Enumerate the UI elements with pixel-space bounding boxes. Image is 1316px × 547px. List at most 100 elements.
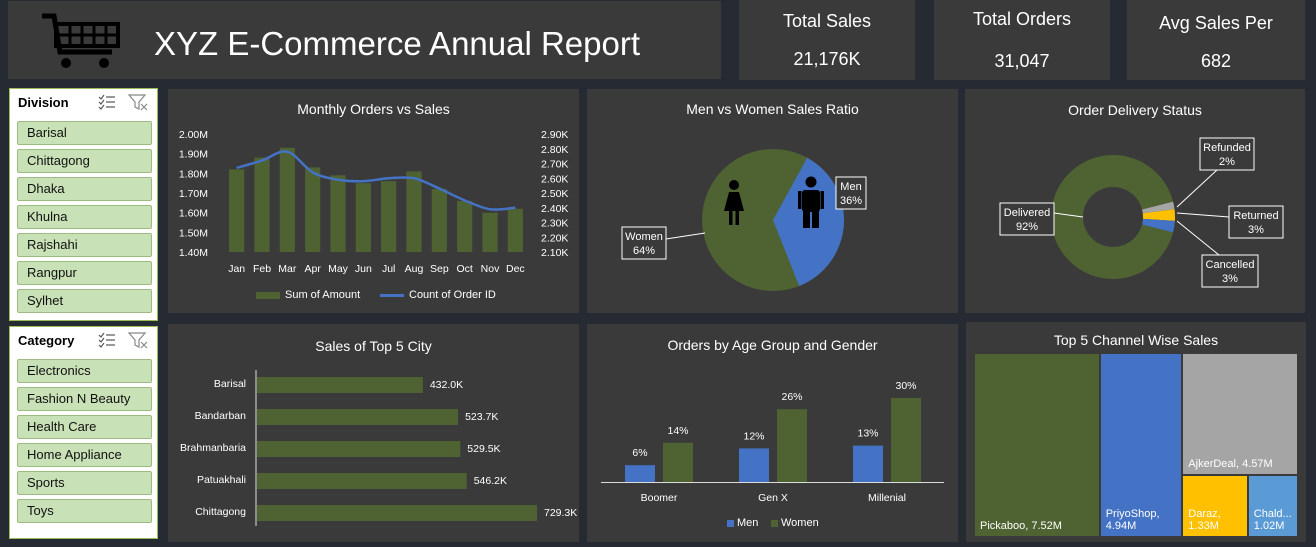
legend-swatch	[380, 293, 404, 297]
y-right-tick-label: 2.40K	[541, 203, 568, 215]
age-gender-chart: 6% 14% Boomer 12% 26% Gen X 13% 30% Millenial	[601, 380, 944, 504]
slicer-item-sports[interactable]: Sports	[17, 471, 152, 495]
woman-icon	[724, 180, 744, 225]
kpi-value: 682	[1200, 51, 1232, 71]
treemap-label: Chald... 1.02M	[1253, 507, 1292, 532]
clear-filter-icon[interactable]	[127, 94, 148, 111]
city-bar	[257, 505, 537, 521]
cancelled-callout-box	[1201, 254, 1259, 288]
cancelled-callout-leader	[1176, 220, 1220, 256]
delivered-callout-text: 92%	[1016, 221, 1038, 233]
treemap-cell-daraz: Daraz, 1.33M	[1183, 475, 1247, 536]
city-value-label: 529.5K	[467, 443, 500, 455]
man-icon-leg	[803, 211, 810, 228]
sales-bar	[305, 167, 321, 252]
legend-sum-amount: Sum of Amount	[256, 289, 360, 301]
report-title: XYZ E-Commerce Annual Report	[154, 25, 641, 62]
man-icon-arm	[798, 191, 802, 209]
cancelled-callout-text: 3%	[1222, 273, 1238, 285]
gender-ratio-chart: Men 36% Women 64%	[621, 149, 867, 291]
slicer-item-home-appliance[interactable]: Home Appliance	[17, 443, 152, 467]
city-value-label: 523.7K	[465, 411, 498, 423]
channel-sales-chart-panel: Top 5 Channel Wise Sales Pickaboo, 7.52M…	[966, 322, 1306, 542]
slicer-item-health-care[interactable]: Health Care	[17, 415, 152, 439]
delivered-callout-leader	[1053, 212, 1084, 218]
men-bar	[625, 465, 655, 482]
treemap-label: AjkerDeal, 4.57M	[1188, 457, 1273, 470]
sales-bar	[482, 212, 498, 252]
legend-label: Men	[737, 517, 759, 529]
slicer-item-barisal[interactable]: Barisal	[17, 121, 152, 145]
men-value-label: 6%	[632, 447, 647, 459]
slicer-item-chittagong[interactable]: Chittagong	[17, 149, 152, 173]
legend-label: Sum of Amount	[285, 289, 361, 301]
city-value-label: 729.3K	[544, 507, 577, 519]
y-right-tick-label: 2.90K	[541, 129, 568, 141]
refunded-callout-leader	[1176, 169, 1218, 208]
chart-title: Sales of Top 5 City	[315, 338, 432, 354]
treemap-cell-ajkerdeal: AjkerDeal, 4.57M	[1183, 354, 1297, 474]
city-sales-chart-panel: Sales of Top 5 City Barisal 432.0K Bandarb…	[168, 324, 579, 542]
x-tick-label: Mar	[278, 263, 297, 275]
women-bar	[663, 442, 693, 482]
treemap-cell-chaldal: Chald... 1.02M	[1248, 475, 1297, 536]
multi-select-icon[interactable]	[98, 332, 115, 348]
y-left-tick-label: 1.70M	[179, 188, 208, 200]
returned-callout-box	[1228, 205, 1284, 239]
sales-bar	[381, 181, 397, 252]
y-right-tick-label: 2.70K	[541, 159, 568, 171]
slicer-item-sylhet[interactable]: Sylhet	[17, 289, 152, 313]
y-right-tick-label: 2.20K	[541, 232, 568, 244]
header-panel: XYZ E-Commerce Annual Report	[8, 1, 721, 79]
returned-callout-leader	[1176, 212, 1230, 218]
clear-filter-icon[interactable]	[127, 332, 148, 349]
monthly-orders-chart: 2.00M 1.90M 1.80M 1.70M 1.60M 1.50M 1.40M 2.90K…	[179, 129, 569, 275]
kpi-value: 21,176K	[793, 49, 861, 69]
kpi-total-orders: Total Orders 31,047	[934, 0, 1110, 80]
legend-women: Women	[771, 517, 819, 529]
legend-label: Count of Order ID	[409, 289, 496, 301]
y-left-tick-label: 1.60M	[179, 208, 208, 220]
women-callout-text: Women	[625, 231, 663, 243]
city-label: Bandarban	[195, 410, 247, 422]
refunded-callout-text: Refunded	[1203, 142, 1251, 154]
y-left-tick-label: 1.80M	[179, 168, 208, 180]
slicer-item-khulna[interactable]: Khulna	[17, 205, 152, 229]
age-group-label: Millenial	[868, 492, 906, 504]
men-value-label: 13%	[857, 428, 878, 440]
y-right-tick-label: 2.80K	[541, 144, 568, 156]
x-tick-label: Sep	[430, 263, 449, 275]
slicer-item-electronics[interactable]: Electronics	[17, 359, 152, 383]
x-tick-label: Oct	[456, 263, 472, 275]
x-tick-label: Jul	[382, 263, 395, 275]
gender-ratio-chart-panel: Men vs Women Sales Ratio Men 36% Women 64%	[587, 89, 958, 313]
y-right-tick-label: 2.10K	[541, 247, 568, 259]
y-left-tick-label: 1.40M	[179, 247, 208, 259]
age-group-label: Boomer	[641, 492, 678, 504]
returned-callout-text: 3%	[1248, 224, 1264, 236]
x-tick-label: Jun	[355, 263, 372, 275]
slicer-item-dhaka[interactable]: Dhaka	[17, 177, 152, 201]
women-callout-box	[621, 226, 667, 260]
city-value-label: 432.0K	[430, 379, 463, 391]
legend-label: Women	[781, 517, 819, 529]
city-bar	[257, 409, 459, 425]
woman-icon-leg	[735, 211, 739, 225]
slicer-item-toys[interactable]: Toys	[17, 499, 152, 523]
slicer-item-rangpur[interactable]: Rangpur	[17, 261, 152, 285]
donut-slice-cancelled	[1142, 218, 1175, 233]
sales-bar	[406, 171, 422, 252]
slicer-item-rajshahi[interactable]: Rajshahi	[17, 233, 152, 257]
city-bar	[257, 441, 461, 457]
multi-select-icon[interactable]	[98, 94, 115, 110]
legend-swatch	[256, 291, 280, 299]
delivery-status-chart-panel: Order Delivery Status Delivered 92% Refund…	[965, 89, 1305, 313]
x-tick-label: May	[328, 263, 349, 275]
city-bar	[257, 377, 423, 393]
slicer-item-fashion-n-beauty[interactable]: Fashion N Beauty	[17, 387, 152, 411]
man-icon	[798, 176, 824, 228]
sales-bar	[355, 183, 371, 252]
age-group-label: Gen X	[758, 492, 788, 504]
y-right-tick-label: 2.50K	[541, 188, 568, 200]
cancelled-callout-text: Cancelled	[1206, 259, 1255, 271]
